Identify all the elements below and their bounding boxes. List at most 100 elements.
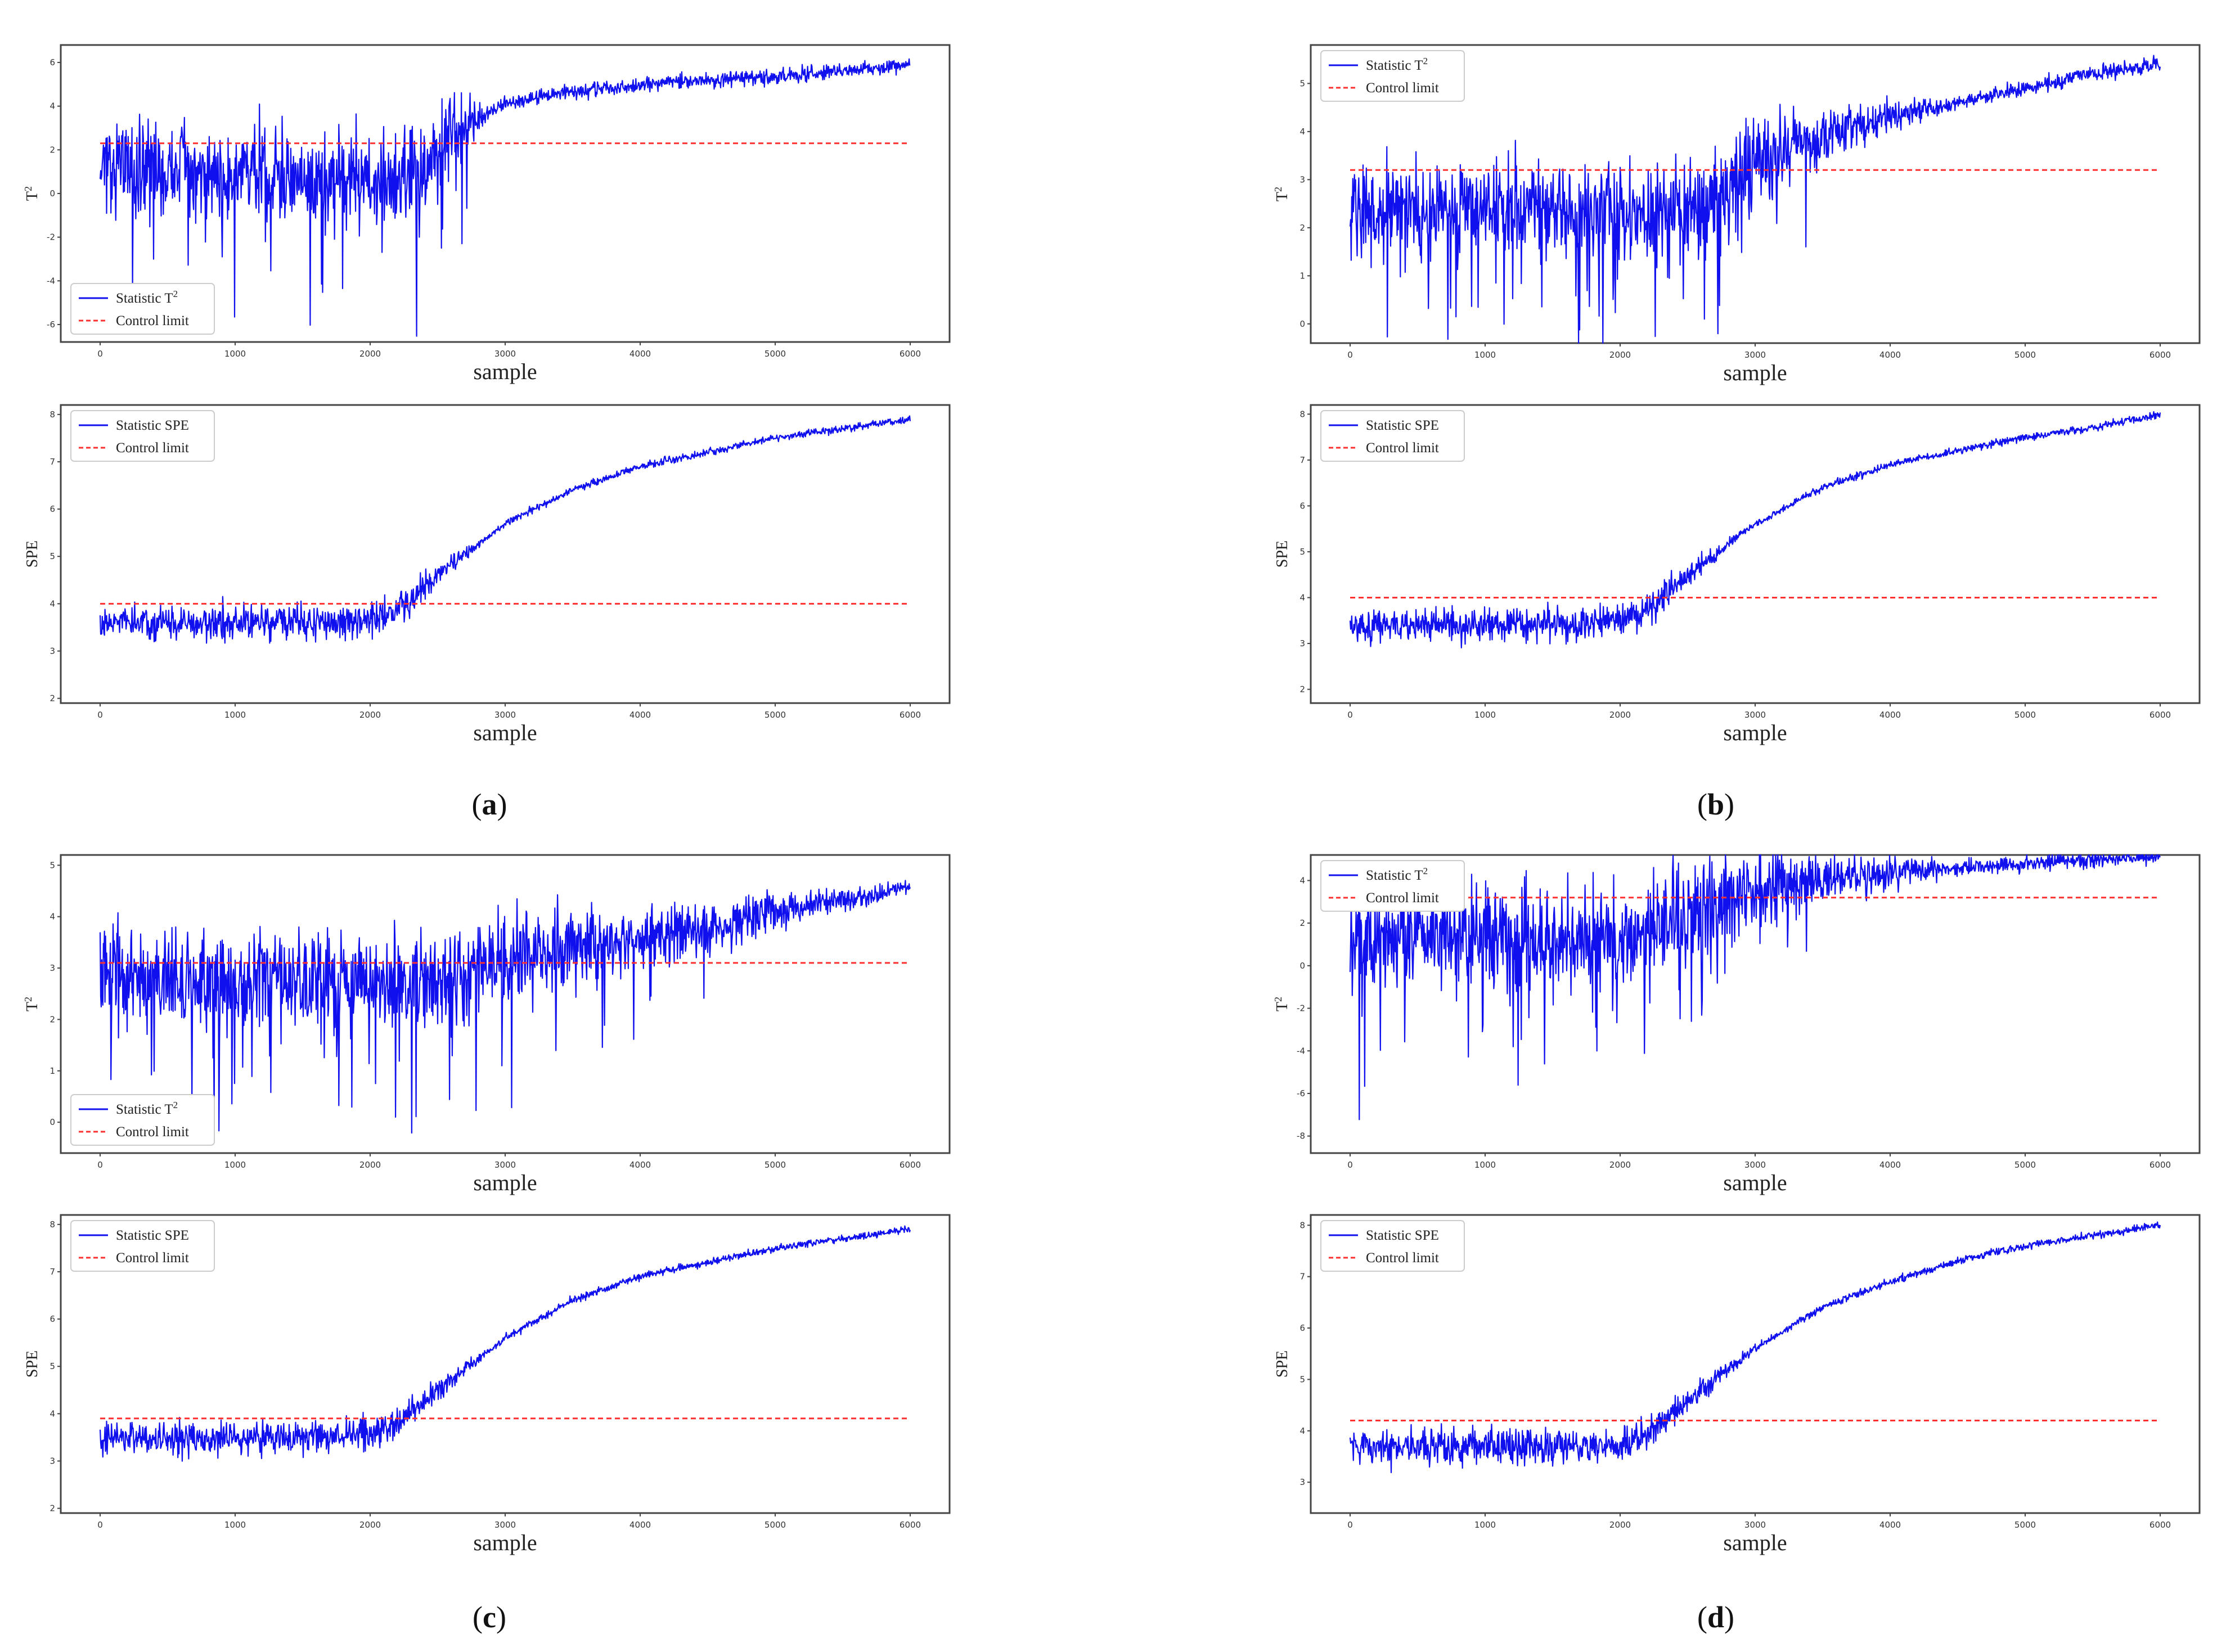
x-tick-label: 5000 — [2014, 350, 2036, 360]
x-tick-label: 6000 — [900, 349, 921, 359]
series-line-statistic — [1349, 55, 2161, 344]
y-axis-label-text: SPE — [24, 1351, 41, 1378]
x-axis-label: sample — [473, 359, 537, 384]
caption-close: ) — [1724, 1600, 1734, 1634]
y-tick-label: 1 — [1299, 271, 1305, 281]
caption-open: ( — [472, 787, 482, 821]
x-tick-label: 0 — [97, 1520, 103, 1530]
y-axis-label-text: T — [24, 1002, 41, 1011]
legend-label: Statistic T2 — [1366, 56, 1428, 73]
legend-label-text: Statistic T — [1366, 868, 1423, 883]
legend-label: Control limit — [116, 1124, 189, 1140]
x-tick-label: 1000 — [1474, 350, 1496, 360]
y-tick-label: 4 — [50, 101, 55, 111]
caption-letter: a — [482, 787, 497, 821]
x-tick-label: 4000 — [1879, 1160, 1901, 1170]
y-tick-label: 8 — [50, 1219, 55, 1230]
caption-letter: b — [1707, 787, 1724, 821]
x-tick-label: 4000 — [1879, 350, 1901, 360]
caption-d: (d) — [1697, 1600, 1734, 1634]
legend-label-text: Statistic T — [116, 1102, 173, 1117]
x-tick-label: 3000 — [1744, 350, 1766, 360]
y-tick-label: 4 — [1299, 875, 1305, 885]
y-tick-label: 8 — [1299, 1220, 1305, 1230]
x-tick-label: 3000 — [494, 349, 516, 359]
y-tick-label: 0 — [1299, 319, 1305, 329]
legend-label-text: Control limit — [116, 1124, 189, 1140]
y-tick-label: 6 — [1299, 501, 1305, 511]
x-tick-label: 5000 — [765, 1520, 786, 1530]
legend — [70, 1094, 215, 1146]
panel-a-SPE: 0 1000 2000 3000 4000 5000 6000 2 3 4 5 6 7 8 sample SP… — [24, 404, 951, 745]
legend — [1320, 1220, 1465, 1272]
y-tick-label: 0 — [1299, 961, 1305, 971]
x-tick-label: 0 — [1347, 1160, 1353, 1170]
y-axis-label-superscript: 2 — [1272, 187, 1284, 192]
series-line-statistic — [1349, 1221, 2161, 1474]
y-axis-label: SPE — [24, 1351, 41, 1378]
legend-label: Statistic T2 — [1366, 866, 1428, 883]
y-axis-label-text: T — [24, 191, 41, 201]
y-tick-label: 3 — [50, 1456, 55, 1466]
series-line-statistic — [1349, 854, 2161, 1120]
legend-label: Control limit — [1366, 80, 1439, 96]
x-tick-label: 6000 — [900, 1520, 921, 1530]
x-tick-label: 6000 — [900, 710, 921, 720]
y-tick-label: 6 — [50, 1314, 55, 1324]
legend-label: Control limit — [116, 1250, 189, 1266]
y-tick-label: 4 — [50, 1408, 55, 1419]
y-tick-label: -6 — [1297, 1088, 1305, 1099]
y-tick-label: 3 — [50, 963, 55, 973]
x-tick-label: 1000 — [1474, 1520, 1496, 1530]
legend-label-text: Statistic SPE — [1366, 1228, 1439, 1243]
legend-label-text: Control limit — [1366, 890, 1439, 906]
y-tick-label: 2 — [1299, 223, 1305, 233]
y-tick-label: -4 — [1297, 1046, 1305, 1056]
x-tick-label: 2000 — [359, 1520, 381, 1530]
x-tick-label: 0 — [1347, 710, 1353, 720]
x-tick-label: 6000 — [2149, 1520, 2171, 1530]
y-tick-label: 3 — [1299, 174, 1305, 184]
x-tick-label: 0 — [97, 710, 103, 720]
y-tick-label: 2 — [1299, 918, 1305, 928]
x-tick-label: 1000 — [224, 1160, 246, 1170]
x-tick-label: 4000 — [629, 1160, 651, 1170]
legend-label: Statistic SPE — [116, 1228, 189, 1243]
x-tick-label: 1000 — [224, 1520, 246, 1530]
x-tick-label: 1000 — [224, 710, 246, 720]
x-tick-label: 3000 — [1744, 1520, 1766, 1530]
legend-label-text: Statistic SPE — [1366, 418, 1439, 433]
y-axis-label-text: SPE — [1274, 541, 1291, 568]
caption-letter: c — [483, 1600, 496, 1634]
y-tick-label: 4 — [1299, 1426, 1305, 1436]
caption-b: (b) — [1697, 787, 1734, 821]
y-tick-label: -4 — [47, 276, 55, 286]
series-line-statistic — [99, 58, 911, 337]
caption-open: ( — [473, 1600, 483, 1634]
x-tick-label: 5000 — [765, 1160, 786, 1170]
legend-label: Control limit — [1366, 890, 1439, 906]
legend — [70, 283, 215, 335]
x-tick-label: 2000 — [1609, 350, 1631, 360]
y-tick-label: 3 — [1299, 1477, 1305, 1487]
y-tick-label: 6 — [1299, 1323, 1305, 1333]
legend-label-text: Control limit — [116, 313, 189, 328]
y-axis-label: T2 — [1272, 187, 1291, 201]
x-tick-label: 2000 — [359, 1160, 381, 1170]
caption-open: ( — [1697, 1600, 1707, 1634]
y-tick-label: 5 — [50, 551, 55, 561]
y-tick-label: -2 — [47, 232, 55, 242]
legend-label-text: Statistic T — [1366, 58, 1423, 73]
legend-label-text: Control limit — [1366, 440, 1439, 456]
y-tick-label: 2 — [1299, 685, 1305, 695]
y-tick-label: -6 — [47, 319, 55, 330]
y-tick-label: 7 — [50, 457, 55, 467]
y-axis-label: T2 — [23, 186, 41, 201]
y-axis-label-superscript: 2 — [23, 997, 34, 1002]
x-axis-label: sample — [1723, 360, 1787, 385]
legend-label: Statistic SPE — [1366, 1228, 1439, 1243]
y-tick-label: 4 — [1299, 127, 1305, 137]
caption-close: ) — [496, 1600, 506, 1634]
series-line-statistic — [99, 415, 911, 644]
